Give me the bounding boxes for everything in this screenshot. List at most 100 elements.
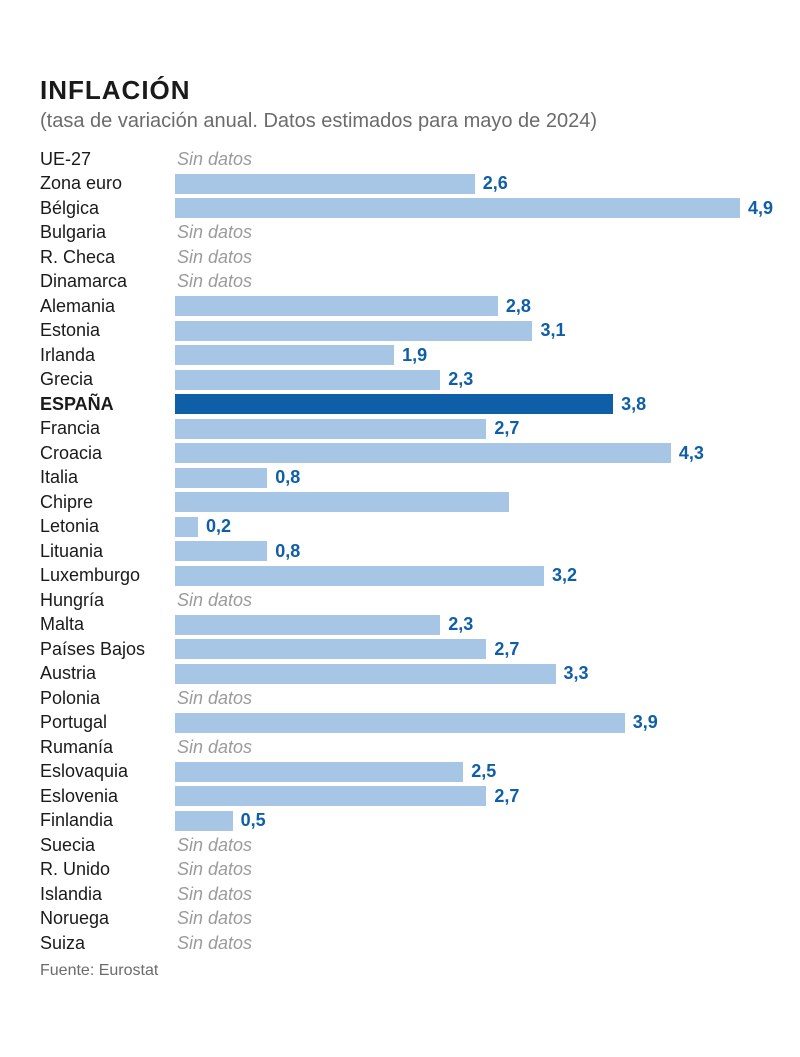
- bar-value: 3,2: [552, 565, 577, 586]
- bar-area: Sin datos: [175, 833, 760, 858]
- country-label: Italia: [40, 467, 175, 488]
- bar: [175, 639, 486, 659]
- table-row: Lituania0,8: [40, 539, 760, 564]
- country-label: Grecia: [40, 369, 175, 390]
- table-row: Estonia3,1: [40, 319, 760, 344]
- bar-value: 1,9: [402, 345, 427, 366]
- country-label: Suecia: [40, 835, 175, 856]
- bar-area: 4,9: [175, 196, 773, 221]
- bar-value: 2,3: [448, 614, 473, 635]
- country-label: Eslovenia: [40, 786, 175, 807]
- bar-area: 0,8: [175, 466, 760, 491]
- country-label: Polonia: [40, 688, 175, 709]
- inflation-bar-chart: UE-27Sin datosZona euro2,6Bélgica4,9Bulg…: [40, 147, 760, 956]
- table-row: Irlanda1,9: [40, 343, 760, 368]
- country-label: Finlandia: [40, 810, 175, 831]
- table-row: Eslovenia 2,7: [40, 784, 760, 809]
- bar-value: 2,7: [494, 639, 519, 660]
- country-label: Lituania: [40, 541, 175, 562]
- table-row: Alemania2,8: [40, 294, 760, 319]
- bar-area: 0,5: [175, 809, 760, 834]
- table-row: HungríaSin datos: [40, 588, 760, 613]
- bar-area: 2,5: [175, 760, 760, 785]
- bar-value: 4,3: [679, 443, 704, 464]
- country-label: Austria: [40, 663, 175, 684]
- bar: [175, 370, 440, 390]
- country-label: R. Checa: [40, 247, 175, 268]
- bar-value: 2,8: [506, 296, 531, 317]
- country-label: Islandia: [40, 884, 175, 905]
- bar-area: 3,3: [175, 662, 760, 687]
- bar: [175, 198, 740, 218]
- bar-area: Sin datos: [175, 858, 760, 883]
- bar-value: 2,3: [448, 369, 473, 390]
- bar-area: 3,1: [175, 319, 760, 344]
- table-row: Bélgica4,9: [40, 196, 760, 221]
- table-row: IslandiaSin datos: [40, 882, 760, 907]
- bar: [175, 811, 233, 831]
- table-row: Luxemburgo3,2: [40, 564, 760, 589]
- bar-area: 2,8: [175, 294, 760, 319]
- table-row: Zona euro2,6: [40, 172, 760, 197]
- table-row: Croacia4,3: [40, 441, 760, 466]
- bar-area: Sin datos: [175, 588, 760, 613]
- no-data-text: Sin datos: [177, 737, 252, 758]
- bar-area: Sin datos: [175, 735, 760, 760]
- bar-area: 2,3: [175, 368, 760, 393]
- bar-area: 0,8: [175, 539, 760, 564]
- country-label: R. Unido: [40, 859, 175, 880]
- bar-area: 3,9: [175, 711, 760, 736]
- country-label: Chipre: [40, 492, 175, 513]
- bar-area: Sin datos: [175, 147, 760, 172]
- country-label: Malta: [40, 614, 175, 635]
- bar-area: 4,3: [175, 441, 760, 466]
- no-data-text: Sin datos: [177, 222, 252, 243]
- no-data-text: Sin datos: [177, 590, 252, 611]
- bar-value: 3,9: [633, 712, 658, 733]
- bar: [175, 615, 440, 635]
- table-row: ESPAÑA3,8: [40, 392, 760, 417]
- table-row: Eslovaquia2,5: [40, 760, 760, 785]
- bar-value: 2,7: [494, 418, 519, 439]
- bar-value: 0,2: [206, 516, 231, 537]
- bar-value: 0,5: [241, 810, 266, 831]
- bar-area: Sin datos: [175, 270, 760, 295]
- no-data-text: Sin datos: [177, 149, 252, 170]
- table-row: RumaníaSin datos: [40, 735, 760, 760]
- bar: [175, 419, 486, 439]
- bar: [175, 468, 267, 488]
- table-row: Austria3,3: [40, 662, 760, 687]
- bar-area: Sin datos: [175, 221, 760, 246]
- table-row: Finlandia 0,5: [40, 809, 760, 834]
- country-label: Dinamarca: [40, 271, 175, 292]
- bar: [175, 345, 394, 365]
- bar-value: 3,8: [621, 394, 646, 415]
- chart-source: Fuente: Eurostat: [40, 962, 760, 980]
- bar-area: 1,9: [175, 343, 760, 368]
- no-data-text: Sin datos: [177, 247, 252, 268]
- bar-area: 2,7: [175, 784, 760, 809]
- bar: [175, 174, 475, 194]
- no-data-text: Sin datos: [177, 908, 252, 929]
- bar-value: 2,7: [494, 786, 519, 807]
- bar: [175, 713, 625, 733]
- table-row: PoloniaSin datos: [40, 686, 760, 711]
- bar-value: 0,8: [275, 467, 300, 488]
- table-row: R. UnidoSin datos: [40, 858, 760, 883]
- bar-value: 2,6: [483, 173, 508, 194]
- country-label: Eslovaquia: [40, 761, 175, 782]
- table-row: Portugal 3,9: [40, 711, 760, 736]
- bar-area: 2,7: [175, 417, 760, 442]
- table-row: UE-27Sin datos: [40, 147, 760, 172]
- country-label: Bélgica: [40, 198, 175, 219]
- bar-area: Sin datos: [175, 686, 760, 711]
- country-label: Letonia: [40, 516, 175, 537]
- bar: [175, 492, 509, 512]
- table-row: DinamarcaSin datos: [40, 270, 760, 295]
- country-label: Portugal: [40, 712, 175, 733]
- table-row: SueciaSin datos: [40, 833, 760, 858]
- bar-area: 3,2: [175, 564, 760, 589]
- country-label: Bulgaria: [40, 222, 175, 243]
- table-row: Grecia 2,3: [40, 368, 760, 393]
- table-row: Países Bajos2,7: [40, 637, 760, 662]
